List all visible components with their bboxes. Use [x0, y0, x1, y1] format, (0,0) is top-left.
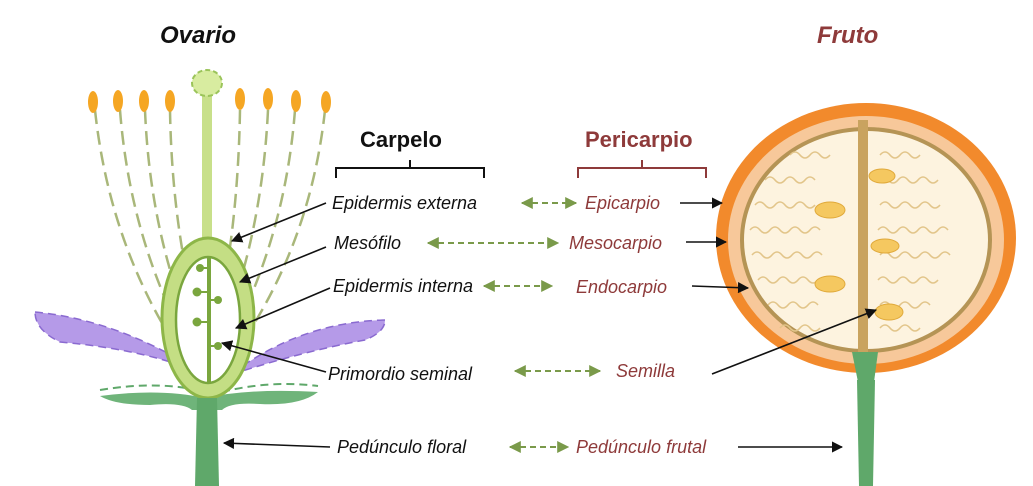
stigma — [191, 69, 223, 97]
fruto-title: Fruto — [817, 22, 878, 49]
label-pedunculo-floral: Pedúnculo floral — [337, 437, 467, 457]
carpelo-bracket — [335, 160, 485, 178]
pericarpio-header: Pericarpio — [585, 127, 693, 152]
label-mesofilo: Mesófilo — [334, 233, 401, 253]
label-endocarpio: Endocarpio — [576, 277, 667, 297]
style — [202, 88, 212, 243]
flower-stem — [195, 398, 219, 486]
pointer-mesofilo — [238, 246, 327, 284]
label-epicarpio: Epicarpio — [585, 193, 660, 213]
correspondence-arrows — [426, 197, 602, 453]
fruit-septum — [858, 120, 868, 356]
fruit-receptacle — [852, 352, 878, 382]
pointer-semilla — [711, 308, 878, 375]
pointer-epidermis-interna — [234, 287, 331, 330]
left-petal — [34, 311, 206, 376]
pointer-pedunculo-floral — [222, 437, 331, 449]
fruit-illustration — [716, 103, 1016, 486]
seeds — [814, 168, 904, 321]
pointer-arrows — [220, 197, 878, 453]
pointer-primordio-seminal — [220, 340, 327, 373]
carpelo-header: Carpelo — [360, 127, 442, 152]
label-mesocarpio: Mesocarpio — [569, 233, 662, 253]
label-semilla: Semilla — [616, 361, 675, 381]
fruit-stem — [857, 380, 875, 486]
ovules — [192, 264, 222, 350]
pointer-endocarpio — [691, 282, 750, 294]
right-petal — [229, 319, 386, 376]
pointer-epidermis-externa — [230, 202, 327, 243]
label-epidermis-interna: Epidermis interna — [333, 276, 473, 296]
label-pedunculo-frutal: Pedúnculo frutal — [576, 437, 707, 457]
label-primordio-seminal: Primordio seminal — [328, 364, 473, 384]
anthers — [88, 88, 331, 113]
label-epidermis-externa: Epidermis externa — [332, 193, 477, 213]
ovario-title: Ovario — [160, 22, 236, 49]
pericarpio-bracket — [577, 160, 707, 178]
